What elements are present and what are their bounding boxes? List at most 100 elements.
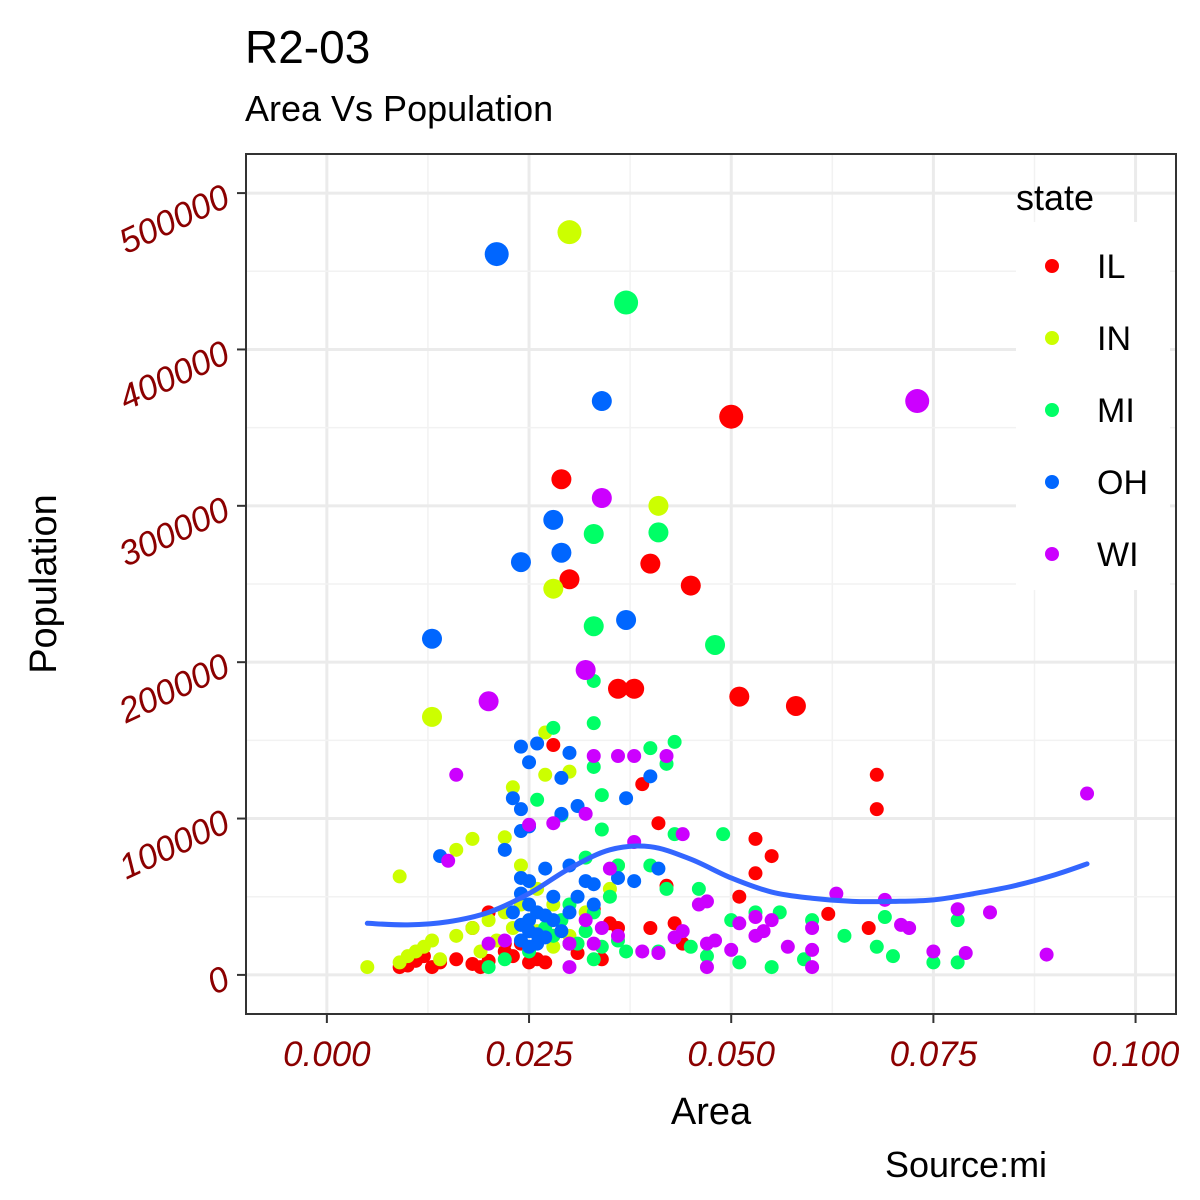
data-point-in (433, 952, 448, 967)
data-point-wi (1039, 947, 1054, 962)
data-point-in (513, 858, 528, 873)
data-point-mi (648, 522, 669, 543)
data-point-in (505, 780, 520, 795)
legend-key-in (1045, 331, 1059, 345)
data-point-oh (591, 391, 612, 412)
data-point-oh (551, 542, 572, 563)
data-point-wi (667, 930, 682, 945)
data-point-oh (578, 874, 593, 889)
chart-title: R2-03 (245, 21, 370, 73)
data-point-wi (586, 749, 601, 763)
data-point-wi (441, 853, 456, 868)
data-point-wi (594, 921, 609, 935)
data-point-oh (619, 791, 634, 806)
data-point-oh (538, 861, 553, 876)
data-point-wi (635, 944, 650, 959)
data-point-wi (449, 767, 464, 782)
data-point-oh (530, 736, 545, 751)
x-tick-label: 0.000 (283, 1035, 371, 1074)
data-point-il (680, 575, 701, 596)
data-point-wi (708, 933, 723, 948)
data-point-mi (586, 759, 601, 774)
data-point-mi (614, 290, 639, 315)
data-point-wi (562, 936, 577, 951)
data-point-il (643, 921, 658, 935)
data-point-il (640, 553, 661, 574)
data-point-wi (829, 886, 844, 901)
data-point-il (869, 767, 884, 782)
legend-title: state (1016, 177, 1094, 218)
data-point-mi (497, 952, 512, 967)
data-point-wi (748, 928, 763, 943)
data-point-il (551, 469, 572, 490)
data-point-oh (422, 628, 442, 649)
data-point-il (651, 816, 666, 831)
data-point-wi (602, 861, 617, 876)
data-point-mi (691, 881, 706, 896)
data-point-wi (522, 817, 537, 832)
data-point-il (449, 952, 464, 967)
data-point-mi (877, 910, 892, 925)
chart-subtitle: Area Vs Population (245, 88, 553, 129)
data-point-mi (583, 616, 604, 637)
data-point-mi (594, 822, 609, 837)
data-point-wi (591, 488, 612, 508)
data-point-mi (659, 881, 674, 896)
data-point-wi (586, 936, 601, 951)
data-point-il (869, 802, 884, 817)
data-point-il (764, 849, 779, 864)
data-point-il (861, 921, 876, 935)
data-point-mi (950, 913, 965, 928)
data-point-wi (675, 827, 690, 842)
data-point-il (732, 889, 747, 904)
legend-key-il (1045, 259, 1059, 273)
data-point-il (748, 831, 763, 846)
data-point-mi (732, 955, 747, 970)
data-point-il (546, 738, 561, 753)
data-point-wi (699, 960, 714, 975)
data-point-mi (619, 944, 634, 959)
data-point-mi (586, 952, 601, 967)
data-point-oh (543, 509, 564, 530)
data-point-wi (578, 806, 593, 821)
data-point-il (538, 955, 553, 970)
data-point-in (465, 831, 480, 846)
data-point-wi (659, 749, 674, 763)
data-point-mi (594, 788, 609, 803)
data-point-oh (554, 770, 569, 785)
data-point-oh (554, 806, 569, 821)
data-point-mi (705, 634, 726, 655)
data-point-mi (546, 720, 561, 735)
y-axis-title: Population (23, 494, 65, 674)
data-point-in (543, 578, 564, 599)
data-point-wi (611, 749, 625, 763)
data-point-wi (926, 944, 941, 959)
data-point-oh (513, 739, 528, 754)
data-point-wi (1080, 786, 1095, 801)
data-point-mi (586, 716, 601, 731)
legend-key-oh (1045, 475, 1059, 489)
data-point-oh (611, 870, 625, 885)
x-tick-label: 0.100 (1092, 1035, 1180, 1074)
data-point-wi (732, 916, 747, 931)
data-point-wi (764, 913, 779, 928)
data-point-il (748, 866, 763, 881)
data-point-mi (530, 792, 545, 807)
data-point-wi (691, 897, 706, 912)
data-point-oh (546, 913, 561, 928)
legend-key-wi (1045, 547, 1059, 561)
data-point-in (538, 767, 553, 782)
data-point-il (729, 686, 750, 707)
data-point-wi (481, 936, 496, 951)
data-point-mi (602, 889, 617, 904)
data-point-il (624, 678, 645, 699)
legend-label-in: IN (1097, 320, 1131, 358)
data-point-mi (869, 939, 884, 954)
x-tick-label: 0.050 (687, 1035, 775, 1074)
data-point-wi (748, 910, 763, 925)
data-point-wi (478, 691, 499, 712)
data-point-wi (902, 921, 917, 935)
data-point-oh (497, 842, 512, 857)
data-point-in (546, 939, 561, 954)
